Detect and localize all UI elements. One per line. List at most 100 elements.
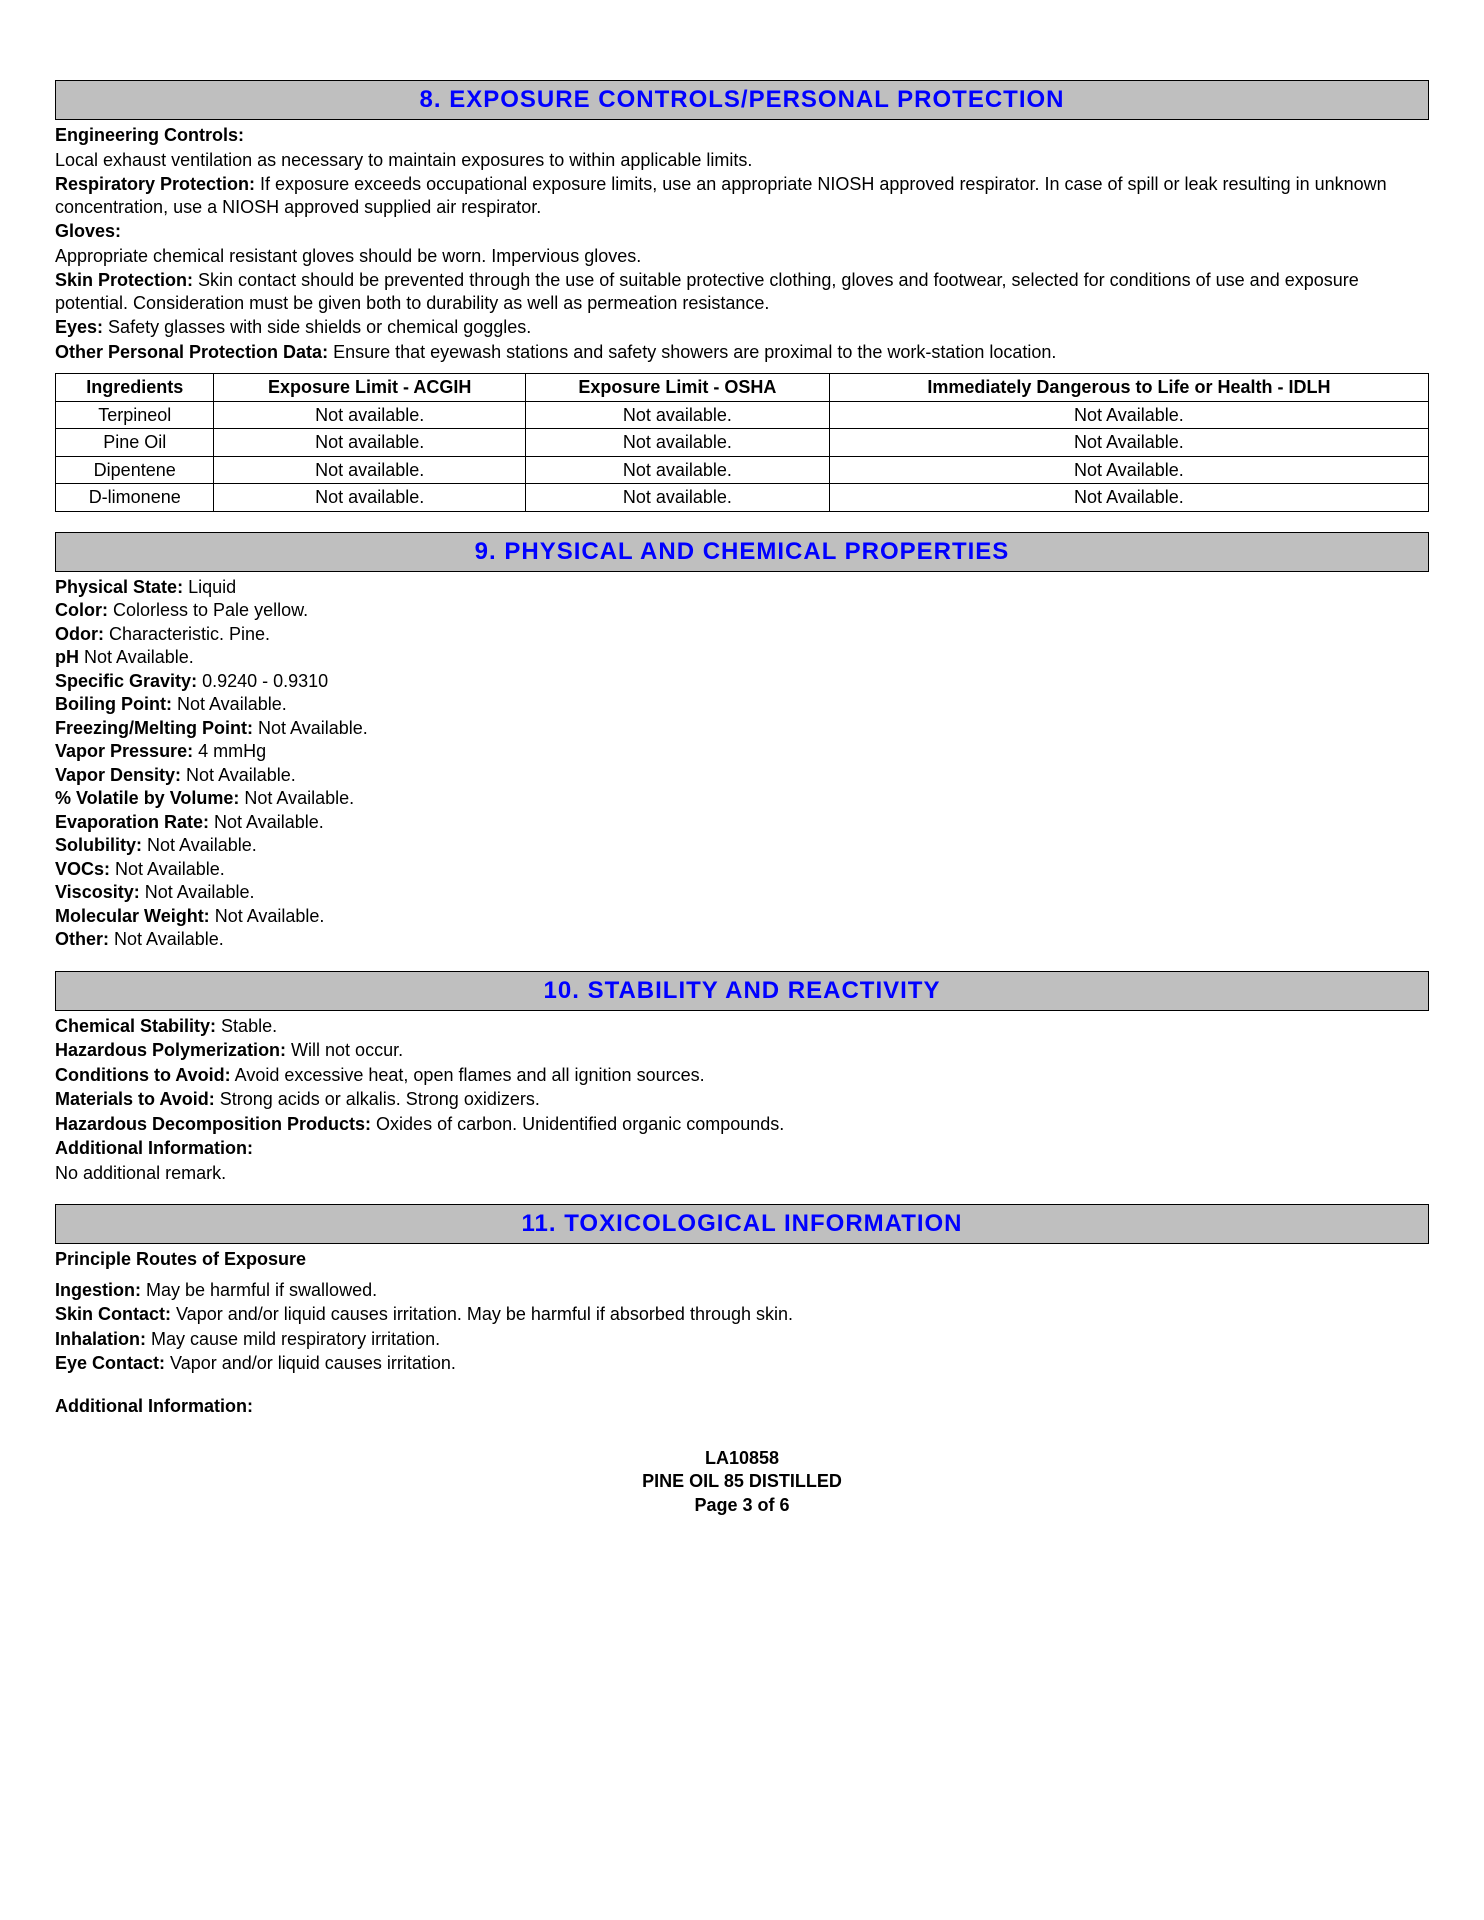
conditions-label: Conditions to Avoid: bbox=[55, 1065, 231, 1085]
table-cell: Not available. bbox=[525, 429, 829, 457]
footer-product: PINE OIL 85 DISTILLED bbox=[55, 1470, 1429, 1493]
engineering-controls-text: Local exhaust ventilation as necessary t… bbox=[55, 149, 1429, 172]
property-line: Vapor Density: Not Available. bbox=[55, 764, 1429, 787]
property-line: VOCs: Not Available. bbox=[55, 858, 1429, 881]
table-cell: Not available. bbox=[214, 456, 526, 484]
property-value: Liquid bbox=[183, 577, 236, 597]
section-10-header: 10. STABILITY AND REACTIVITY bbox=[55, 971, 1429, 1011]
routes-exposure-label: Principle Routes of Exposure bbox=[55, 1248, 1429, 1271]
property-line: % Volatile by Volume: Not Available. bbox=[55, 787, 1429, 810]
col-acgih: Exposure Limit - ACGIH bbox=[214, 374, 526, 402]
materials-label: Materials to Avoid: bbox=[55, 1089, 215, 1109]
skin-text: Skin contact should be prevented through… bbox=[55, 270, 1359, 313]
property-value: Not Available. bbox=[140, 882, 255, 902]
eyes-text: Safety glasses with side shields or chem… bbox=[103, 317, 531, 337]
property-label: Color: bbox=[55, 600, 108, 620]
col-idlh: Immediately Dangerous to Life or Health … bbox=[829, 374, 1428, 402]
table-cell: Terpineol bbox=[56, 401, 214, 429]
table-cell: Pine Oil bbox=[56, 429, 214, 457]
property-value: Not Available. bbox=[109, 929, 224, 949]
property-line: Vapor Pressure: 4 mmHg bbox=[55, 740, 1429, 763]
eye-contact-label: Eye Contact: bbox=[55, 1353, 165, 1373]
col-ingredients: Ingredients bbox=[56, 374, 214, 402]
property-label: Viscosity: bbox=[55, 882, 140, 902]
respiratory-text: If exposure exceeds occupational exposur… bbox=[55, 174, 1387, 217]
property-line: Solubility: Not Available. bbox=[55, 834, 1429, 857]
respiratory-label: Respiratory Protection: bbox=[55, 174, 255, 194]
decomp-label: Hazardous Decomposition Products: bbox=[55, 1114, 371, 1134]
property-value: Not Available. bbox=[239, 788, 354, 808]
property-value: Colorless to Pale yellow. bbox=[108, 600, 308, 620]
property-line: Color: Colorless to Pale yellow. bbox=[55, 599, 1429, 622]
table-cell: Not Available. bbox=[829, 484, 1428, 512]
other-protection: Other Personal Protection Data: Ensure t… bbox=[55, 341, 1429, 364]
section-9-header: 9. PHYSICAL AND CHEMICAL PROPERTIES bbox=[55, 532, 1429, 572]
chemical-stability-text: Stable. bbox=[216, 1016, 277, 1036]
chemical-stability: Chemical Stability: Stable. bbox=[55, 1015, 1429, 1038]
property-label: Freezing/Melting Point: bbox=[55, 718, 253, 738]
table-cell: Not available. bbox=[525, 456, 829, 484]
conditions-avoid: Conditions to Avoid: Avoid excessive hea… bbox=[55, 1064, 1429, 1087]
property-line: Viscosity: Not Available. bbox=[55, 881, 1429, 904]
property-value: Not Available. bbox=[209, 812, 324, 832]
ingestion-text: May be harmful if swallowed. bbox=[141, 1280, 377, 1300]
eye-contact: Eye Contact: Vapor and/or liquid causes … bbox=[55, 1352, 1429, 1375]
table-cell: Not available. bbox=[214, 429, 526, 457]
table-cell: Not available. bbox=[214, 401, 526, 429]
inhalation: Inhalation: May cause mild respiratory i… bbox=[55, 1328, 1429, 1351]
table-cell: Not Available. bbox=[829, 429, 1428, 457]
other-text: Ensure that eyewash stations and safety … bbox=[328, 342, 1056, 362]
property-label: Solubility: bbox=[55, 835, 142, 855]
table-cell: Dipentene bbox=[56, 456, 214, 484]
property-label: Vapor Density: bbox=[55, 765, 181, 785]
skin-protection: Skin Protection: Skin contact should be … bbox=[55, 269, 1429, 314]
skin-contact: Skin Contact: Vapor and/or liquid causes… bbox=[55, 1303, 1429, 1326]
gloves-label: Gloves: bbox=[55, 220, 1429, 243]
property-label: Other: bbox=[55, 929, 109, 949]
property-value: Not Available. bbox=[79, 647, 194, 667]
property-label: pH bbox=[55, 647, 79, 667]
property-line: Specific Gravity: 0.9240 - 0.9310 bbox=[55, 670, 1429, 693]
eye-contact-text: Vapor and/or liquid causes irritation. bbox=[165, 1353, 456, 1373]
property-value: Not Available. bbox=[142, 835, 257, 855]
hazardous-polymerization: Hazardous Polymerization: Will not occur… bbox=[55, 1039, 1429, 1062]
table-cell: Not available. bbox=[214, 484, 526, 512]
skin-label: Skin Protection: bbox=[55, 270, 193, 290]
inhalation-label: Inhalation: bbox=[55, 1329, 146, 1349]
chemical-stability-label: Chemical Stability: bbox=[55, 1016, 216, 1036]
property-line: Freezing/Melting Point: Not Available. bbox=[55, 717, 1429, 740]
respiratory-protection: Respiratory Protection: If exposure exce… bbox=[55, 173, 1429, 218]
table-row: Dipentene Not available. Not available. … bbox=[56, 456, 1429, 484]
property-label: Vapor Pressure: bbox=[55, 741, 193, 761]
haz-poly-text: Will not occur. bbox=[286, 1040, 403, 1060]
property-value: 4 mmHg bbox=[193, 741, 266, 761]
property-value: Not Available. bbox=[172, 694, 287, 714]
property-label: VOCs: bbox=[55, 859, 110, 879]
footer-code: LA10858 bbox=[55, 1447, 1429, 1470]
table-header-row: Ingredients Exposure Limit - ACGIH Expos… bbox=[56, 374, 1429, 402]
property-label: Physical State: bbox=[55, 577, 183, 597]
conditions-text: Avoid excessive heat, open flames and al… bbox=[231, 1065, 705, 1085]
property-label: % Volatile by Volume: bbox=[55, 788, 239, 808]
property-line: Boiling Point: Not Available. bbox=[55, 693, 1429, 716]
properties-list: Physical State: LiquidColor: Colorless t… bbox=[55, 576, 1429, 951]
gloves-text: Appropriate chemical resistant gloves sh… bbox=[55, 245, 1429, 268]
table-cell: Not available. bbox=[525, 401, 829, 429]
property-label: Specific Gravity: bbox=[55, 671, 197, 691]
property-value: Not Available. bbox=[110, 859, 225, 879]
eyes-protection: Eyes: Safety glasses with side shields o… bbox=[55, 316, 1429, 339]
other-label: Other Personal Protection Data: bbox=[55, 342, 328, 362]
materials-text: Strong acids or alkalis. Strong oxidizer… bbox=[215, 1089, 540, 1109]
property-value: Not Available. bbox=[210, 906, 325, 926]
skin-contact-text: Vapor and/or liquid causes irritation. M… bbox=[171, 1304, 793, 1324]
table-cell: D-limonene bbox=[56, 484, 214, 512]
table-row: Pine Oil Not available. Not available. N… bbox=[56, 429, 1429, 457]
eyes-label: Eyes: bbox=[55, 317, 103, 337]
property-line: Physical State: Liquid bbox=[55, 576, 1429, 599]
materials-avoid: Materials to Avoid: Strong acids or alka… bbox=[55, 1088, 1429, 1111]
additional-info-label-11: Additional Information: bbox=[55, 1395, 1429, 1418]
property-line: Molecular Weight: Not Available. bbox=[55, 905, 1429, 928]
property-line: pH Not Available. bbox=[55, 646, 1429, 669]
table-row: Terpineol Not available. Not available. … bbox=[56, 401, 1429, 429]
property-label: Molecular Weight: bbox=[55, 906, 210, 926]
